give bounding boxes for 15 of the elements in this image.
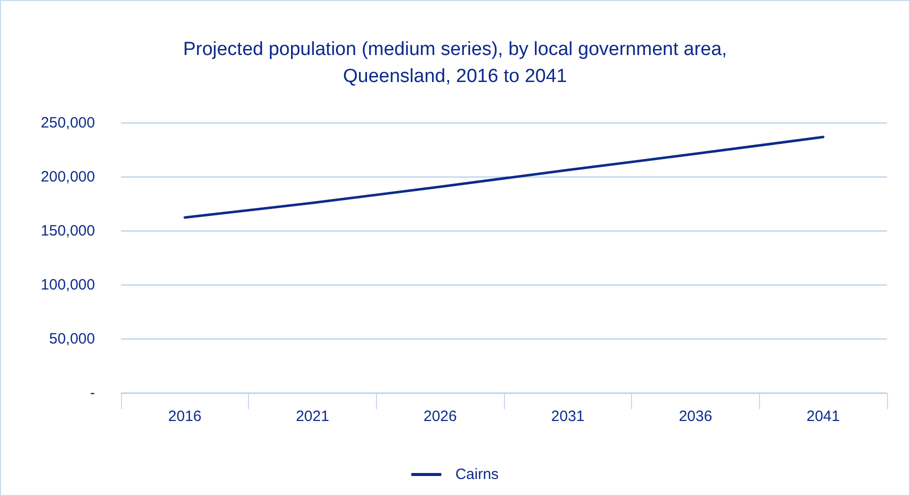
x-tick-label: 2036	[678, 408, 712, 425]
legend-label: Cairns	[455, 466, 499, 483]
y-tick-label: 100,000	[40, 276, 95, 294]
line-series	[184, 136, 824, 219]
y-tick-label: 50,000	[49, 330, 95, 348]
chart-title: Projected population (medium series), by local government area, Queensland, 2016 to 2041	[183, 39, 727, 87]
x-tick-label: 2031	[551, 408, 585, 425]
x-tick-label: 2021	[296, 408, 330, 425]
x-tick-label: 2026	[423, 408, 457, 425]
y-tick-label: -	[90, 384, 95, 402]
x-tick-label: 2041	[806, 408, 840, 425]
y-tick-label: 150,000	[40, 222, 95, 240]
y-tick-label: 200,000	[40, 168, 95, 186]
y-tick-label: 250,000	[40, 114, 95, 132]
x-tick-label: 2016	[168, 408, 202, 425]
